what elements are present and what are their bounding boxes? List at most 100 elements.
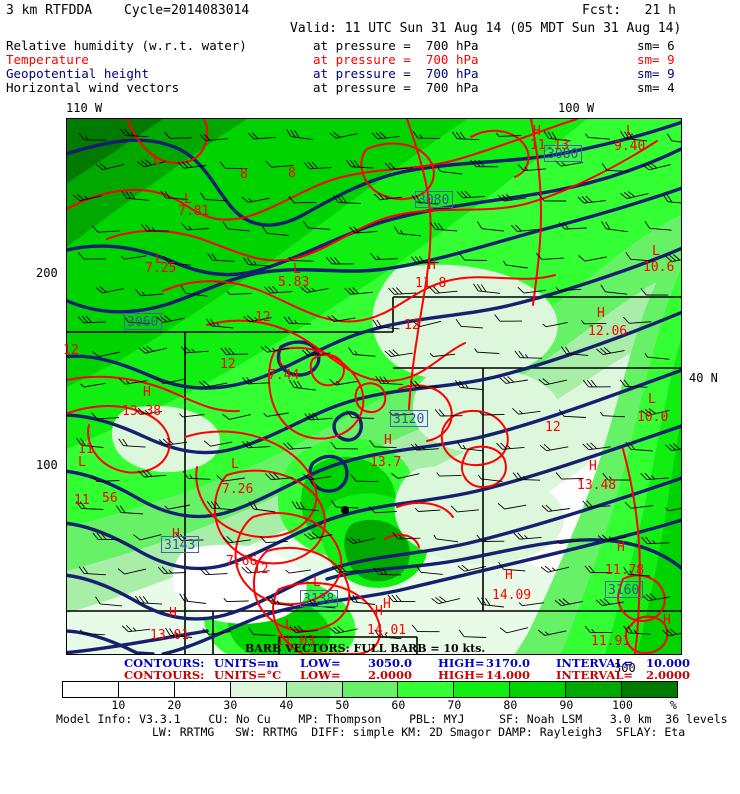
temperature-contour-label: 11.91 xyxy=(591,634,630,649)
field-pressure-wind: at pressure = 700 hPa xyxy=(313,80,479,95)
colorbar-tick-20: 20 xyxy=(167,698,181,712)
temperature-contour-label: 12 xyxy=(545,420,561,435)
temperature-contour-label: H xyxy=(533,124,541,139)
colorbar-unit-label: % xyxy=(670,698,677,712)
colorbar-swatch-7 xyxy=(454,682,510,697)
field-smoothing-wind: sm= 4 xyxy=(637,80,675,95)
colorbar-swatch-0 xyxy=(63,682,119,697)
y-tick-200: 200 xyxy=(36,266,58,280)
temperature-contour-label: L xyxy=(313,575,321,590)
temperature-contour-label: 12 xyxy=(255,310,271,325)
temperature-contour-label: 7.44 xyxy=(268,368,299,383)
temp-interval-value: 2.0000 xyxy=(646,668,690,682)
temperature-contour-label: 13.38 xyxy=(122,404,161,419)
relative-humidity-colorbar[interactable] xyxy=(62,681,678,698)
colorbar-swatch-10 xyxy=(622,682,677,697)
temperature-contour-label: 11.03 xyxy=(276,634,315,649)
colorbar-swatch-3 xyxy=(231,682,287,697)
temperature-contour-label: 7.25 xyxy=(145,261,176,276)
temperature-contour-label: 12.06 xyxy=(588,324,627,339)
temperature-contour-label: 56 xyxy=(102,491,118,506)
lat-label-right: 40 N xyxy=(689,371,718,385)
temp-high-value: 14.000 xyxy=(486,668,530,682)
field-pressure-rh: at pressure = 700 hPa xyxy=(313,38,479,53)
temperature-contour-label: H xyxy=(663,613,671,628)
temperature-contour-label: L xyxy=(648,392,656,407)
colorbar-tick-60: 60 xyxy=(391,698,405,712)
colorbar-tick-30: 30 xyxy=(223,698,237,712)
cycle-label: Cycle=2014083014 xyxy=(124,3,249,18)
colorbar-tick-80: 80 xyxy=(503,698,517,712)
height-contour-label: 3080 xyxy=(418,193,449,208)
temperature-contour-label: 11 xyxy=(74,493,90,508)
temperature-contour-label: 9.40 xyxy=(614,139,645,154)
field-smoothing-temperature: sm= 9 xyxy=(637,52,675,67)
temperature-contour-label: H xyxy=(617,540,625,555)
colorbar-swatch-1 xyxy=(119,682,175,697)
colorbar-tick-100: 100 xyxy=(612,698,633,712)
field-name-wind: Horizontal wind vectors xyxy=(6,80,179,95)
temperature-contour-label: 11.8 xyxy=(415,276,446,291)
temperature-contour-label: 14.09 xyxy=(492,588,531,603)
temperature-contour-label: L xyxy=(285,618,293,633)
y-tick-100: 100 xyxy=(36,458,58,472)
temperature-contour-label: L xyxy=(626,124,634,139)
temperature-contour-label: 10.6 xyxy=(643,260,674,275)
valid-time-label: Valid: 11 UTC Sun 31 Aug 14 (05 MDT Sun … xyxy=(290,21,681,36)
height-contour-label: 3060 xyxy=(127,315,158,330)
height-contour-label: 3143 xyxy=(164,538,195,553)
temperature-contour-label: 5.83 xyxy=(278,275,309,290)
temperature-contour-label: L xyxy=(652,244,660,259)
temperature-contour-label: 10.0 xyxy=(637,410,668,425)
temp-low-label: LOW= xyxy=(300,668,341,682)
temp-low-value: 2.0000 xyxy=(368,668,412,682)
temp-contours-label: CONTOURS: xyxy=(124,668,204,682)
contour-info-temperature: CONTOURS: UNITS=°C LOW= 2.0000 HIGH= 14.… xyxy=(0,668,8,794)
colorbar-swatch-4 xyxy=(287,682,343,697)
temperature-contour-label: 12 xyxy=(253,562,269,577)
temperature-contour-label: H xyxy=(597,306,605,321)
field-pressure-height: at pressure = 700 hPa xyxy=(313,66,479,81)
map-canvas xyxy=(67,119,681,654)
colorbar-swatch-5 xyxy=(343,682,399,697)
temperature-contour-label: H xyxy=(143,385,151,400)
height-contour-label: 3120 xyxy=(393,412,424,427)
temperature-contour-label: 14.01 xyxy=(367,623,406,638)
temp-units-label: UNITS=°C xyxy=(214,668,281,682)
temperature-contour-label: H xyxy=(169,606,177,621)
colorbar-tick-50: 50 xyxy=(335,698,349,712)
temperature-contour-label: 12 xyxy=(63,343,79,358)
peak-marker xyxy=(341,506,349,514)
colorbar-swatch-9 xyxy=(566,682,622,697)
temperature-contour-label: H xyxy=(375,604,383,619)
colorbar-tick-70: 70 xyxy=(447,698,461,712)
temperature-contour-label: H xyxy=(383,597,391,612)
temperature-contour-label: 7.81 xyxy=(178,204,209,219)
field-name-height: Geopotential height xyxy=(6,66,149,81)
temperature-contour-label: L xyxy=(78,455,86,470)
colorbar-swatch-6 xyxy=(398,682,454,697)
temperature-contour-label: 12 xyxy=(404,318,420,333)
temperature-contour-label: H xyxy=(428,258,436,273)
temperature-contour-label: 13.7 xyxy=(370,455,401,470)
temperature-contour-label: L xyxy=(153,153,161,168)
field-pressure-temperature: at pressure = 700 hPa xyxy=(313,52,479,67)
forecast-map[interactable]: BARB VECTORS: FULL BARB = 10 kts. xyxy=(66,118,682,655)
field-smoothing-height: sm= 9 xyxy=(637,66,675,81)
field-name-rh: Relative humidity (w.r.t. water) xyxy=(6,38,247,53)
temperature-contour-label: 11.78 xyxy=(605,563,644,578)
lon-label-top-right: 100 W xyxy=(558,101,594,115)
temp-interval-label: INTERVAL= xyxy=(556,668,633,682)
temperature-contour-label: 8 xyxy=(240,167,248,182)
colorbar-tick-40: 40 xyxy=(279,698,293,712)
colorbar-tick-90: 90 xyxy=(559,698,573,712)
field-smoothing-rh: sm= 6 xyxy=(637,38,675,53)
temperature-contour-label: 13.01 xyxy=(150,628,189,643)
temperature-contour-label: H xyxy=(505,568,513,583)
temperature-contour-label: 7.26 xyxy=(222,482,253,497)
field-name-temperature: Temperature xyxy=(6,52,89,67)
temperature-contour-label: H xyxy=(589,459,597,474)
temperature-contour-label: 8 xyxy=(288,166,296,181)
model-title: 3 km RTFDDA xyxy=(6,3,92,18)
